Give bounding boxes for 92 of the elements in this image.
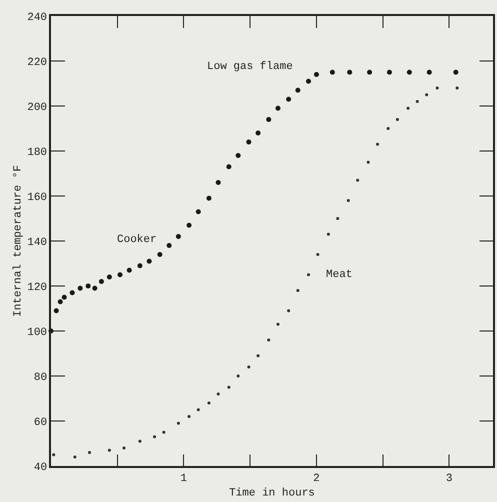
point [52,453,56,456]
point [227,386,230,389]
point [137,263,142,268]
point [306,78,311,84]
series-label: Cooker [117,234,157,246]
point [98,279,104,284]
point [326,232,330,236]
point [118,272,123,278]
point [196,209,201,214]
point [425,93,428,96]
point [456,86,459,90]
point [376,142,380,146]
point [216,180,221,185]
series-label: Meat [326,269,352,281]
point [166,243,172,248]
point [406,106,410,110]
point [126,268,132,273]
point [108,448,111,452]
point [406,70,412,75]
point [236,374,240,378]
point [157,252,162,257]
y-tick-label: 240 [27,12,48,24]
point [216,392,220,396]
point [236,153,241,158]
point [314,72,319,77]
y-tick-label: 80 [34,372,48,384]
point [287,309,290,312]
point [226,164,232,170]
point [307,273,310,276]
point [122,446,126,450]
point [73,456,76,458]
y-axis-title: Internal temperature °F [12,165,24,317]
point [88,451,91,454]
point [356,178,360,182]
point [276,322,280,326]
point [54,308,59,314]
point [267,338,270,342]
point [256,354,260,358]
point [186,222,192,228]
point [146,258,152,264]
point [206,196,212,201]
point [153,435,156,438]
point [188,415,191,418]
point [295,88,300,93]
annotation: Low gas flame [207,61,293,73]
point [247,366,250,368]
point [86,284,91,288]
point [330,70,335,75]
point [286,96,292,102]
point [106,274,112,280]
point [92,286,98,291]
point [207,402,210,404]
point [58,299,63,304]
point [366,160,370,164]
x-tick-label: 1 [180,472,188,485]
point [162,430,166,434]
point [386,127,390,130]
y-tick-label: 60 [34,416,48,429]
y-tick-label: 120 [27,282,48,294]
point [426,70,432,75]
point [336,217,340,220]
point [453,70,458,75]
point [138,440,142,443]
y-tick-label: 140 [27,236,48,249]
x-tick-label: 3 [446,472,453,485]
x-tick-label: 2 [313,472,320,485]
point [296,289,300,292]
point [367,70,372,75]
point [176,422,180,425]
point [196,408,200,412]
point [396,118,399,121]
point [62,294,67,300]
point [176,234,181,239]
y-tick-label: 160 [27,192,48,204]
point [275,106,280,111]
y-tick-label: 100 [27,326,48,339]
point [416,100,419,103]
point [70,290,75,296]
y-tick-label: 220 [27,56,48,69]
point [386,70,392,75]
x-axis-title: Time in hours [229,488,315,500]
y-tick-label: 180 [27,146,48,159]
point [346,199,350,202]
point [347,70,352,75]
point [316,253,320,256]
point [256,130,261,136]
point [78,286,83,291]
point [246,140,252,144]
y-tick-label: 40 [34,462,48,474]
y-tick-label: 200 [27,102,48,114]
point [436,86,439,90]
point [266,117,272,122]
